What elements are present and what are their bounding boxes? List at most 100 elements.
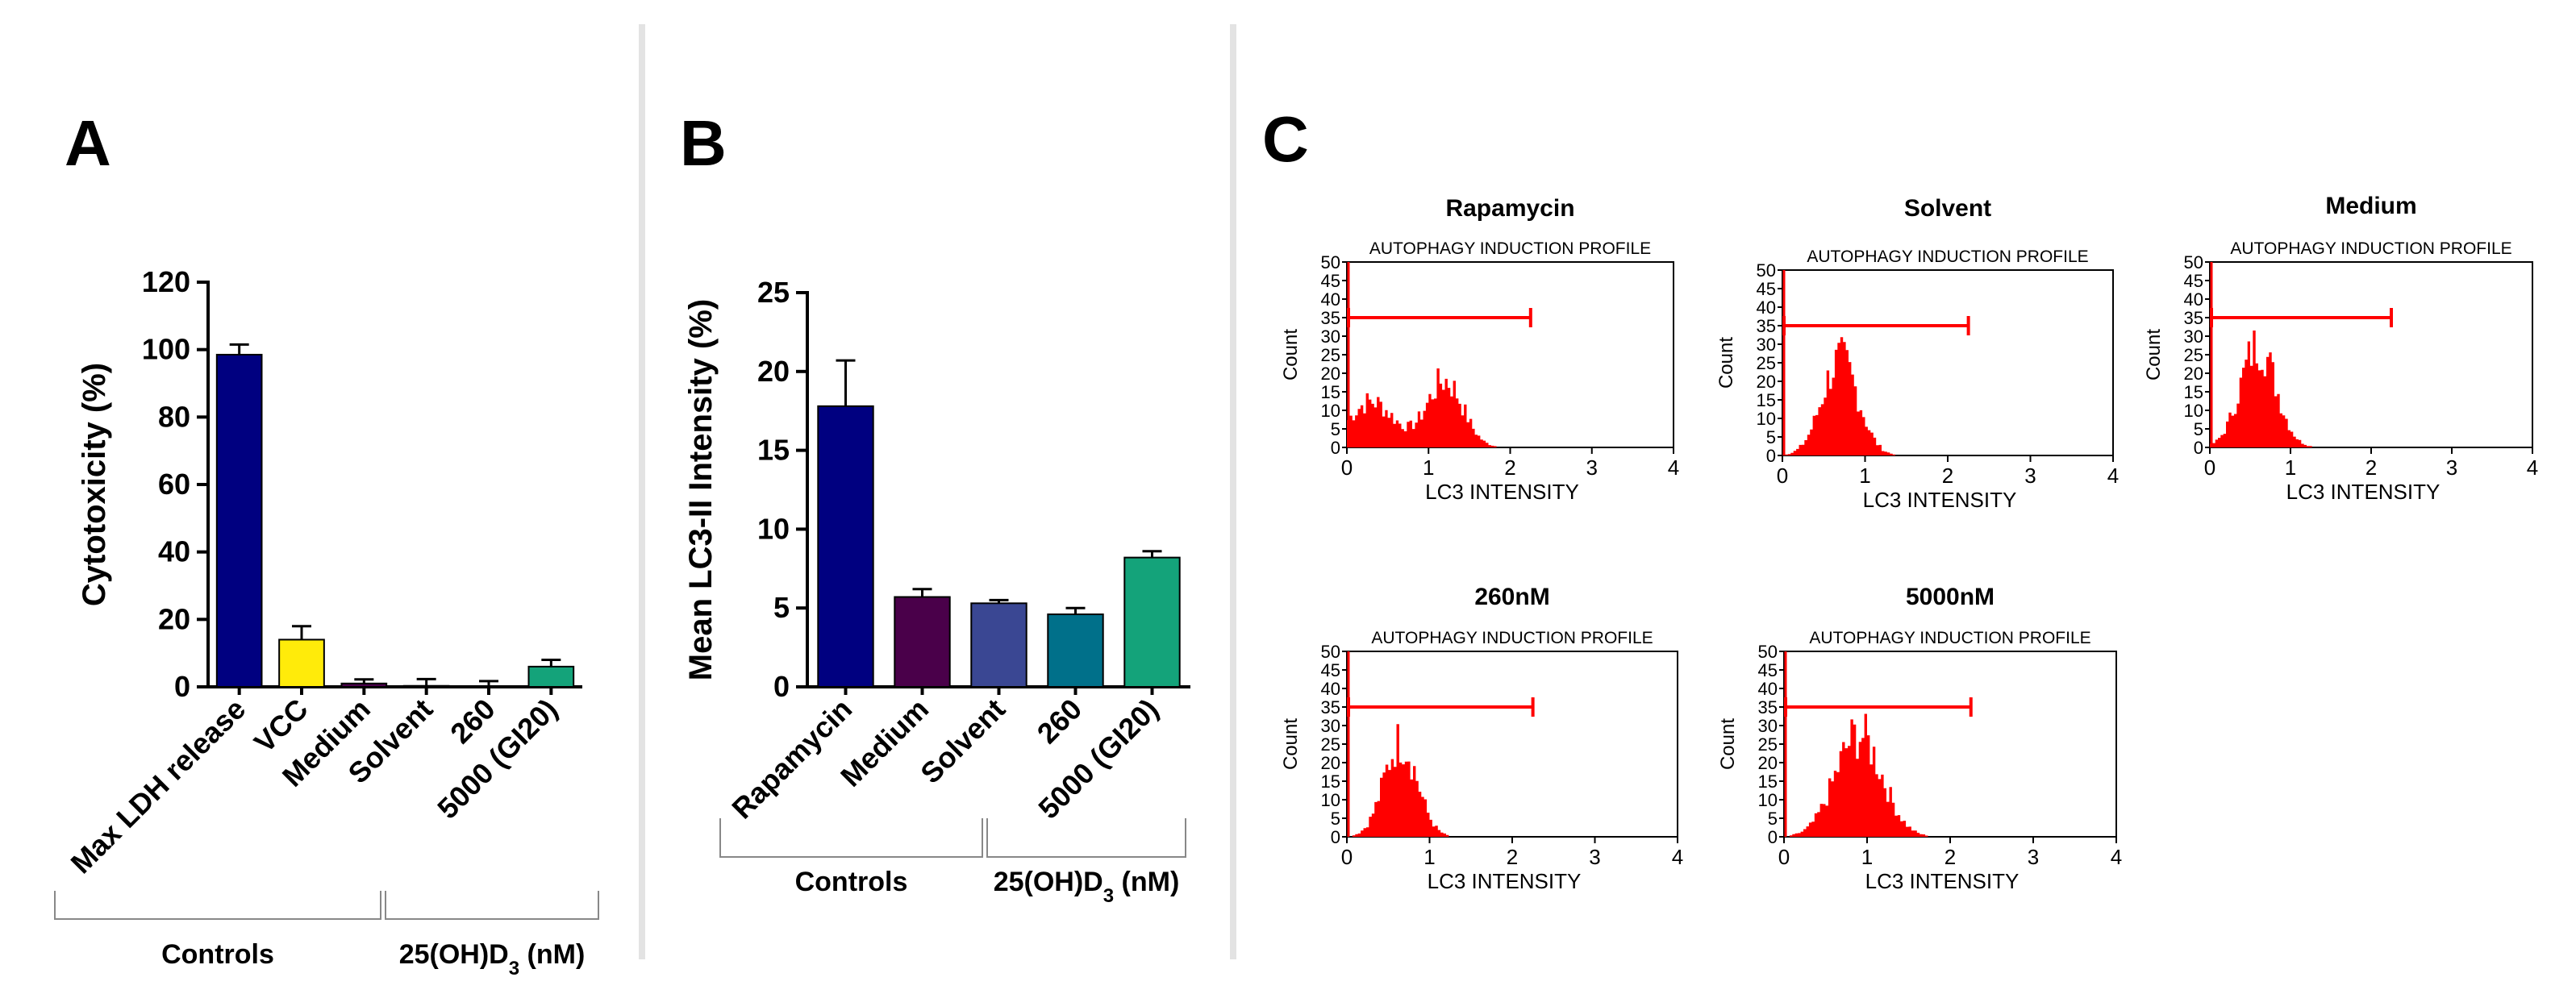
panel-b-bar-chart: Mean LC3-II Intensity (%) 0 5 10 15 20 25 Rapam… [683, 276, 1190, 907]
hist-3-x-tick-label: 3 [2446, 455, 2457, 480]
hist-3-x-tick-label: 4 [2527, 455, 2538, 480]
panel-b-y-tick-label: 25 [757, 276, 790, 309]
panel-a-y-tick-label: 120 [142, 265, 190, 298]
hist-4-x-tick-label: 2 [1507, 845, 1518, 869]
hist-2-y-tick-label: 0 [1766, 446, 1776, 466]
panel-a-group-bracket [54, 891, 381, 920]
panel-b-group-bracket [986, 818, 1186, 858]
hist-2-y-axis-label: Count [1715, 337, 1737, 389]
hist-3-profile-title: AUTOPHAGY INDUCTION PROFILE [2230, 239, 2511, 258]
panel-b-bar [1123, 556, 1181, 688]
hist-1-y-tick-label: 25 [1321, 345, 1340, 365]
hist-2-y-tick-label: 50 [1757, 260, 1776, 281]
panel-b-group-label: Controls [795, 867, 908, 897]
hist-4-histogram [1352, 724, 1449, 837]
hist-3-x-axis-label: LC3 INTENSITY [2286, 480, 2441, 504]
hist-3-y-tick-label: 25 [2184, 345, 2203, 365]
hist-3-x-tick-label: 0 [2204, 455, 2215, 480]
hist-5-y-tick-label: 0 [1768, 827, 1778, 847]
panel-a-y-tick-label: 100 [142, 333, 190, 366]
hist-4-y-axis-label: Count [1280, 718, 1302, 770]
hist-5-y-tick-label: 15 [1758, 771, 1778, 792]
hist-4-x-tick-label: 0 [1341, 845, 1353, 869]
hist-1-y-tick-label: 20 [1321, 364, 1340, 384]
hist-1-y-axis-label: Count [1280, 329, 1302, 381]
hist-3-x-tick-label: 2 [2366, 455, 2377, 480]
panel-a-y-tick-label: 40 [158, 535, 190, 568]
hist-4-y-tick-label: 5 [1331, 809, 1340, 829]
hist-1-y-tick-label: 50 [1321, 252, 1340, 272]
hist-1-x-tick-label: 1 [1423, 455, 1434, 480]
hist-5-y-tick-label: 50 [1758, 642, 1778, 662]
panel-b-group-bracket [719, 818, 983, 858]
hist-3-y-tick-label: 5 [2194, 419, 2203, 439]
hist-4-title: 260nM [1474, 584, 1549, 610]
divider-left [639, 24, 645, 959]
hist-3-y-tick-label: 45 [2184, 271, 2203, 291]
hist-2-y-tick-label: 40 [1757, 297, 1776, 318]
hist-3-x-tick-label: 1 [2285, 455, 2296, 480]
panel-b-bar [970, 602, 1027, 688]
hist-5-y-tick-label: 35 [1758, 697, 1778, 717]
hist-1-y-tick-label: 0 [1331, 438, 1340, 458]
panel-b-y-tick-label: 15 [757, 434, 790, 467]
hist-1-x-axis-label: LC3 INTENSITY [1425, 480, 1579, 504]
hist-5-x-tick-label: 4 [2111, 845, 2122, 869]
hist-4-profile-title: AUTOPHAGY INDUCTION PROFILE [1371, 629, 1653, 647]
panel-b-y-tick-label: 20 [757, 355, 790, 388]
hist-2-x-tick-label: 0 [1777, 464, 1788, 488]
hist-5-title: 5000nM [1906, 584, 1995, 610]
panel-a-y-tick-label: 0 [174, 670, 190, 703]
panel-b-bar [1047, 613, 1104, 688]
panel-b-bar [817, 405, 874, 688]
hist-5-y-tick-label: 20 [1758, 753, 1778, 773]
hist-4-y-tick-label: 20 [1321, 753, 1340, 773]
hist-5-y-axis-label: Count [1717, 718, 1739, 770]
panel-a-y-tick-label: 60 [158, 468, 190, 501]
hist-3-y-tick-label: 20 [2184, 364, 2203, 384]
divider-right [1230, 24, 1236, 959]
hist-4-y-tick-label: 50 [1321, 642, 1340, 662]
panel-a-group-label: Controls [161, 939, 274, 970]
hist-5-y-tick-label: 25 [1758, 734, 1778, 755]
panel-letter-b: B [680, 107, 727, 179]
hist-5-x-tick-label: 1 [1861, 845, 1873, 869]
hist-4-x-tick-label: 1 [1423, 845, 1435, 869]
panel-a-group-bracket [385, 891, 599, 920]
hist-2-y-tick-label: 20 [1757, 372, 1776, 392]
hist-5-y-tick-label: 5 [1768, 809, 1778, 829]
hist-4-x-tick-label: 3 [1589, 845, 1600, 869]
hist-5-x-axis-label: LC3 INTENSITY [1865, 869, 2020, 893]
panel-a-bar [527, 665, 575, 688]
panel-a-bar [340, 682, 388, 688]
panel-a-bar [215, 353, 263, 688]
hist-5-y-tick-label: 30 [1758, 716, 1778, 736]
panel-a-y-axis-label: Cytotoxicity (%) [77, 363, 112, 606]
hist-2-histogram [1785, 337, 1896, 455]
hist-3-y-tick-label: 10 [2184, 401, 2203, 421]
panel-b-category-label: 260 [1031, 692, 1088, 750]
hist-5-y-tick-label: 45 [1758, 660, 1778, 680]
hist-1-y-tick-label: 35 [1321, 308, 1340, 328]
hist-3-y-tick-label: 30 [2184, 326, 2203, 347]
panel-b-y-axis-label: Mean LC3-II Intensity (%) [683, 299, 719, 680]
hist-3-title: Medium [2325, 193, 2416, 219]
panel-a-y-tick-label: 20 [158, 602, 190, 635]
hist-3-histogram [2210, 331, 2312, 447]
hist-2-x-tick-label: 4 [2107, 464, 2119, 488]
hist-2-x-tick-label: 1 [1859, 464, 1870, 488]
hist-1-histogram [1347, 368, 1497, 447]
panel-b-y-tick-label: 0 [773, 670, 790, 703]
panel-b-bar [894, 596, 951, 688]
panel-b-category-label: Rapamycin [725, 692, 858, 826]
panel-b-y-tick-label: 10 [757, 512, 790, 545]
hist-5-y-tick-label: 40 [1758, 679, 1778, 699]
hist-1-y-tick-label: 45 [1321, 271, 1340, 291]
hist-2-y-tick-label: 15 [1757, 390, 1776, 410]
panel-a-bar [278, 638, 325, 688]
hist-5-x-tick-label: 2 [1945, 845, 1956, 869]
hist-1-x-tick-label: 4 [1668, 455, 1679, 480]
hist-3-y-tick-label: 40 [2184, 289, 2203, 310]
